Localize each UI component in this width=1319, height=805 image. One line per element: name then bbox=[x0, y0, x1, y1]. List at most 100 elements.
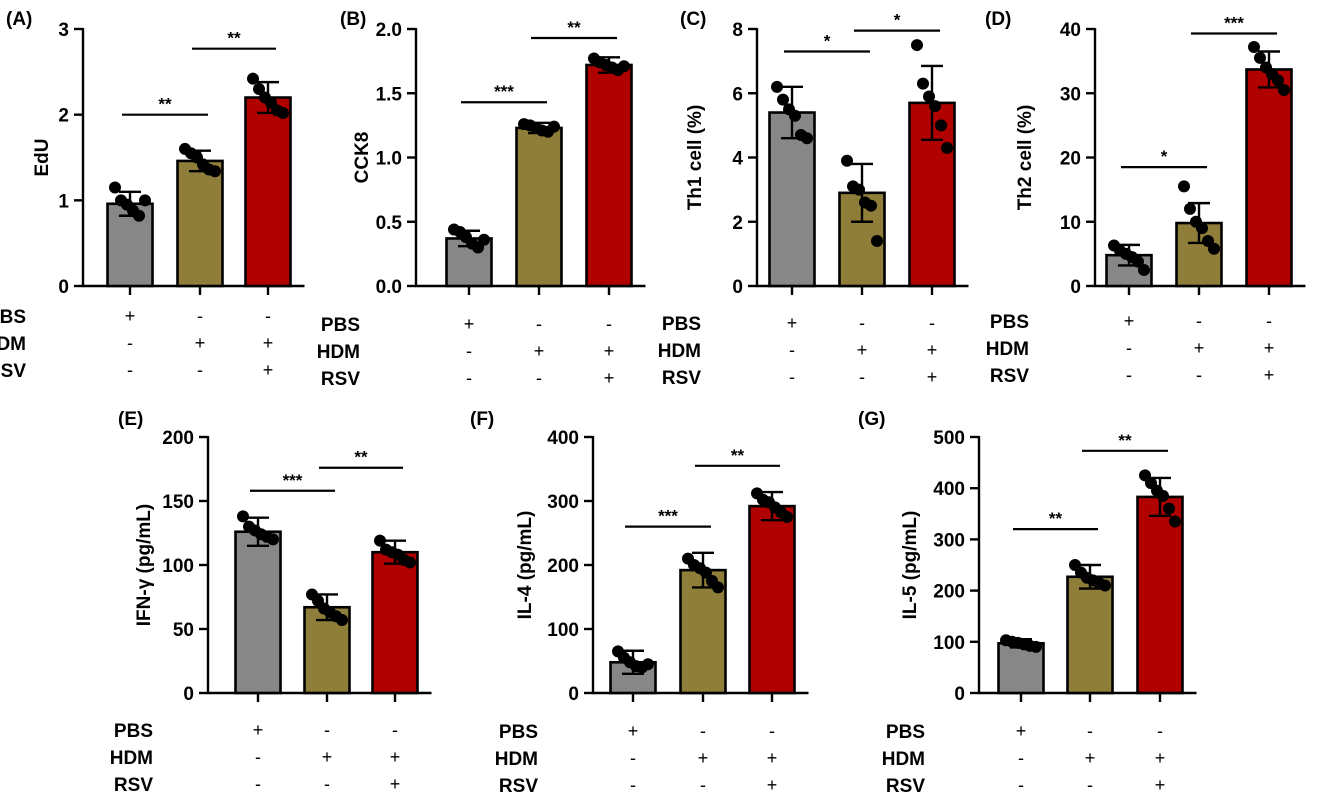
treatment-sign: - bbox=[255, 747, 261, 767]
significance-label: ** bbox=[354, 448, 368, 467]
bar-hdm-rsv bbox=[585, 63, 633, 288]
treatment-sign: - bbox=[392, 720, 398, 740]
treatment-sign: + bbox=[390, 774, 401, 794]
treatment-sign: + bbox=[767, 748, 778, 768]
treatment-sign: - bbox=[929, 313, 935, 333]
bar-hdm-rsv bbox=[748, 504, 796, 695]
data-point bbox=[237, 510, 249, 523]
treatment-sign: - bbox=[265, 306, 271, 326]
y-tick-label: 300 bbox=[933, 530, 965, 551]
treatment-sign: + bbox=[1194, 338, 1205, 358]
data-point bbox=[139, 194, 151, 207]
treatment-sign: + bbox=[195, 333, 206, 353]
data-point bbox=[618, 60, 630, 73]
treatment-row-label: RSV bbox=[114, 775, 153, 796]
treatment-sign: + bbox=[927, 367, 938, 387]
treatment-row-label: RSV bbox=[499, 776, 538, 797]
treatment-row-label: PBS bbox=[990, 312, 1029, 333]
data-point bbox=[548, 120, 560, 133]
treatment-sign: - bbox=[1087, 775, 1093, 795]
data-point bbox=[1178, 180, 1190, 193]
treatment-sign: + bbox=[698, 748, 709, 768]
data-point bbox=[642, 658, 654, 671]
data-point bbox=[935, 119, 947, 132]
data-point bbox=[1099, 579, 1111, 592]
data-point bbox=[771, 80, 783, 93]
y-tick-label: 0 bbox=[183, 684, 194, 705]
y-tick-label: 1 bbox=[58, 191, 69, 212]
treatment-sign: - bbox=[324, 774, 330, 794]
y-tick-label: 30 bbox=[1060, 84, 1081, 105]
treatment-sign: - bbox=[1196, 365, 1202, 385]
significance-label: ** bbox=[731, 446, 745, 465]
y-tick-label: 0.5 bbox=[376, 213, 403, 234]
treatment-row-label: RSV bbox=[662, 368, 701, 389]
data-point bbox=[700, 566, 712, 579]
bar-hdm bbox=[515, 126, 563, 288]
y-tick-label: 0 bbox=[58, 277, 69, 298]
treatment-sign: + bbox=[927, 340, 938, 360]
treatment-sign: - bbox=[1018, 775, 1024, 795]
data-point bbox=[1196, 222, 1208, 235]
y-tick-label: 20 bbox=[1060, 149, 1081, 170]
significance-label: *** bbox=[658, 507, 678, 526]
bar-pbs bbox=[234, 530, 282, 695]
treatment-sign: - bbox=[255, 774, 261, 794]
treatment-row-label: HDM bbox=[882, 749, 925, 770]
treatment-sign: + bbox=[390, 747, 401, 767]
y-axis-label: CCK8 bbox=[352, 132, 373, 184]
y-tick-label: 100 bbox=[547, 620, 579, 641]
bar-hdm bbox=[1066, 575, 1114, 695]
treatment-sign: - bbox=[630, 748, 636, 768]
panel-label: (F) bbox=[470, 409, 494, 430]
treatment-row-label: PBS bbox=[662, 314, 701, 335]
significance-label: ** bbox=[227, 29, 241, 48]
y-tick-label: 1.0 bbox=[376, 149, 402, 170]
treatment-sign: - bbox=[466, 341, 472, 361]
treatment-sign: - bbox=[1196, 311, 1202, 331]
data-point bbox=[777, 93, 789, 106]
y-tick-label: 1.5 bbox=[376, 84, 403, 105]
significance-label: * bbox=[1161, 147, 1168, 166]
y-tick-label: 10 bbox=[1060, 213, 1081, 234]
bar-hdm bbox=[679, 568, 727, 695]
data-point bbox=[1248, 40, 1260, 53]
data-point bbox=[871, 235, 883, 248]
y-axis-label: Th2 cell (%) bbox=[1015, 105, 1036, 211]
treatment-row-label: RSV bbox=[990, 366, 1029, 387]
treatment-sign: - bbox=[859, 367, 865, 387]
treatment-row-label: PBS bbox=[886, 722, 925, 743]
y-tick-label: 400 bbox=[933, 479, 965, 500]
treatment-row-label: HDM bbox=[986, 339, 1029, 360]
treatment-sign: - bbox=[700, 775, 706, 795]
bar-hdm-rsv bbox=[1245, 68, 1293, 288]
y-axis-label: EdU bbox=[32, 139, 53, 177]
treatment-row-label: RSV bbox=[321, 369, 360, 390]
data-point bbox=[1030, 640, 1042, 653]
treatment-sign: + bbox=[464, 314, 475, 334]
treatment-sign: + bbox=[1016, 721, 1027, 741]
treatment-sign: - bbox=[789, 340, 795, 360]
y-axis-label: IL-4 (pg/mL) bbox=[515, 511, 536, 620]
y-tick-label: 400 bbox=[547, 428, 579, 449]
data-point bbox=[1132, 255, 1144, 268]
y-axis-label: IL-5 (pg/mL) bbox=[900, 511, 921, 620]
y-tick-label: 300 bbox=[547, 492, 579, 513]
treatment-sign: - bbox=[127, 360, 133, 380]
treatment-sign: + bbox=[1155, 748, 1166, 768]
significance-label: ** bbox=[1049, 509, 1063, 528]
y-tick-label: 200 bbox=[547, 556, 579, 577]
significance-label: *** bbox=[283, 471, 303, 490]
data-point bbox=[253, 82, 265, 95]
treatment-sign: + bbox=[1124, 311, 1135, 331]
bar-hdm-rsv bbox=[371, 550, 419, 695]
data-point bbox=[1278, 84, 1290, 97]
treatment-sign: + bbox=[857, 340, 868, 360]
treatment-sign: - bbox=[1157, 721, 1163, 741]
treatment-sign: + bbox=[263, 360, 274, 380]
treatment-sign: + bbox=[322, 747, 333, 767]
y-tick-label: 2 bbox=[732, 213, 743, 234]
treatment-sign: + bbox=[604, 368, 615, 388]
